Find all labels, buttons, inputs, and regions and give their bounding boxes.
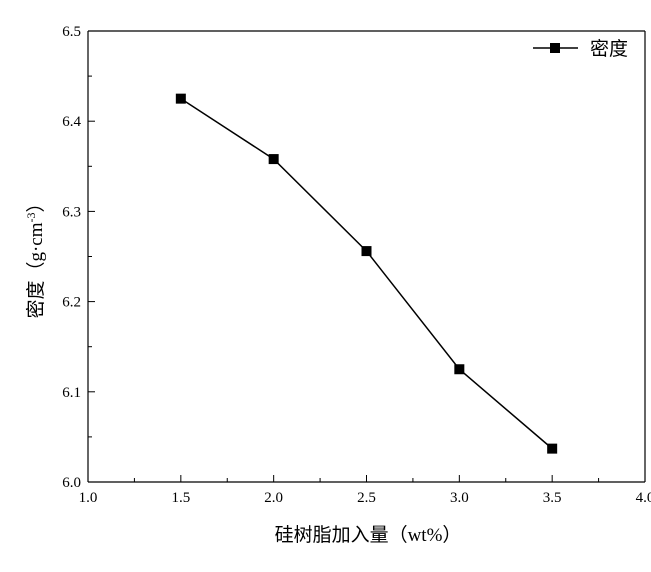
x-tick-label: 2.5 xyxy=(357,490,376,506)
legend-marker xyxy=(550,43,560,53)
x-tick-label: 2.0 xyxy=(264,490,283,506)
x-tick-label: 3.0 xyxy=(450,490,469,506)
y-tick-label: 6.0 xyxy=(62,475,81,491)
y-tick-label: 6.1 xyxy=(62,385,81,401)
x-tick-label: 1.5 xyxy=(171,490,190,506)
y-axis-title: 密度（g·cm-3） xyxy=(24,193,47,318)
ticks xyxy=(87,30,646,483)
y-tick-label: 6.5 xyxy=(62,24,81,40)
axes xyxy=(87,30,646,483)
legend: 密度 xyxy=(533,38,628,60)
y-tick-label: 6.4 xyxy=(62,114,81,130)
y-axis-title-end: ） xyxy=(25,193,47,212)
x-tick-label: 4.0 xyxy=(636,490,651,506)
x-tick-label: 3.5 xyxy=(543,490,562,506)
y-tick-label: 6.2 xyxy=(62,295,81,311)
legend-label: 密度 xyxy=(590,38,628,60)
data-point-marker xyxy=(454,364,465,375)
x-axis-title: 硅树脂加入量（wt%） xyxy=(275,524,462,546)
data-point-marker xyxy=(547,443,558,454)
data-point-marker xyxy=(175,93,186,104)
y-axis-title-sup: -3 xyxy=(24,212,38,222)
y-axis-title-main: 密度（g·cm xyxy=(25,222,47,318)
series-group xyxy=(175,93,558,454)
series-line xyxy=(180,98,553,450)
x-tick-label: 1.0 xyxy=(79,490,98,506)
data-point-marker xyxy=(361,246,372,257)
y-tick-label: 6.3 xyxy=(62,204,81,220)
tick-labels: 6.0 6.1 6.2 6.3 6.4 6.5 1.0 1.5 2.0 2.5 3.0 3.5 4.0 xyxy=(62,24,651,506)
data-point-marker xyxy=(268,154,279,165)
